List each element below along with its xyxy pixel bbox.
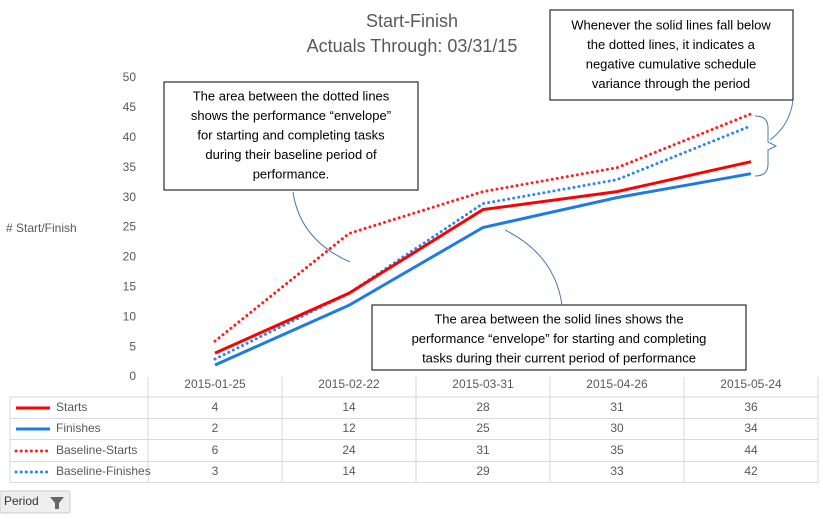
table-value: 30 <box>610 421 624 435</box>
chart-subtitle: Actuals Through: 03/31/15 <box>307 36 518 56</box>
annotation-text: performance “envelope” for starting and … <box>412 331 707 346</box>
series-line <box>214 172 752 367</box>
button-bg[interactable] <box>0 490 71 514</box>
y-tick-label: 40 <box>123 130 137 144</box>
table-value: 31 <box>476 443 490 457</box>
legend-label: Finishes <box>56 421 101 435</box>
chart-title: Start-Finish <box>366 11 458 31</box>
table-value: 14 <box>342 464 356 478</box>
annotation-box <box>163 81 419 191</box>
table-value: 29 <box>476 464 490 478</box>
callout-arrow <box>292 191 351 263</box>
y-axis-label: # Start/Finish <box>6 221 77 235</box>
annotation-box <box>371 304 747 371</box>
x-tick-label: 2015-04-26 <box>586 377 648 391</box>
button-label[interactable]: Period <box>4 494 39 508</box>
annotation-text: variance through the period <box>592 76 750 91</box>
annotation-text: for starting and completing tasks <box>197 127 385 142</box>
table-value: 4 <box>212 400 219 414</box>
table-value: 6 <box>212 443 219 457</box>
series-line <box>213 112 753 343</box>
annotation-text: the dotted lines, it indicates a <box>587 37 755 52</box>
annotations: The area between the dotted lines shows t… <box>163 9 794 371</box>
series-line <box>213 124 753 361</box>
y-tick-label: 10 <box>123 309 137 323</box>
table-value: 3 <box>212 464 219 478</box>
x-tick-label: 2015-05-24 <box>720 377 782 391</box>
legend-label: Starts <box>56 400 87 414</box>
table-value: 34 <box>744 421 758 435</box>
y-tick-label: 35 <box>123 160 137 174</box>
field-button[interactable]: Period <box>0 490 71 514</box>
annotation-box <box>549 9 794 101</box>
y-tick-label: 30 <box>123 190 137 204</box>
table-value: 12 <box>342 421 356 435</box>
callout-arrow <box>769 99 794 141</box>
y-tick-label: 0 <box>129 369 136 383</box>
annotation-text: shows the performance “envelope” <box>191 108 391 123</box>
legend-label: Baseline-Finishes <box>56 464 151 478</box>
series-line <box>214 160 752 355</box>
annotation-text: The area between the solid lines shows t… <box>434 311 683 326</box>
table-value: 14 <box>342 400 356 414</box>
x-tick-label: 2015-01-25 <box>184 377 246 391</box>
annotation-text: during their baseline period of <box>205 147 377 162</box>
callout-arrow <box>504 229 563 306</box>
x-tick-label: 2015-02-22 <box>318 377 380 391</box>
annotation-text: tasks during their current period of per… <box>422 350 696 365</box>
table-value: 31 <box>610 400 624 414</box>
y-tick-label: 15 <box>123 279 137 293</box>
x-tick-label: 2015-03-31 <box>452 377 514 391</box>
table-value: 24 <box>342 443 356 457</box>
y-tick-label: 25 <box>123 220 137 234</box>
table-value: 33 <box>610 464 624 478</box>
y-tick-label: 45 <box>123 100 137 114</box>
y-tick-label: 50 <box>123 70 137 84</box>
y-tick-label: 5 <box>129 339 136 353</box>
table-value: 36 <box>744 400 758 414</box>
table-value: 44 <box>744 443 758 457</box>
filter-icon[interactable] <box>50 497 64 509</box>
table-value: 28 <box>476 400 490 414</box>
table-value: 25 <box>476 421 490 435</box>
annotation-text: performance. <box>253 166 330 181</box>
annotation-text: negative cumulative schedule <box>586 56 757 71</box>
table-value: 35 <box>610 443 624 457</box>
legend-label: Baseline-Starts <box>56 443 137 457</box>
annotation-text: The area between the dotted lines <box>193 88 390 103</box>
annotation-text: Whenever the solid lines fall below <box>571 17 771 32</box>
table-value: 2 <box>212 421 219 435</box>
table-value: 42 <box>744 464 758 478</box>
brace <box>754 115 778 177</box>
y-tick-label: 20 <box>123 250 137 264</box>
